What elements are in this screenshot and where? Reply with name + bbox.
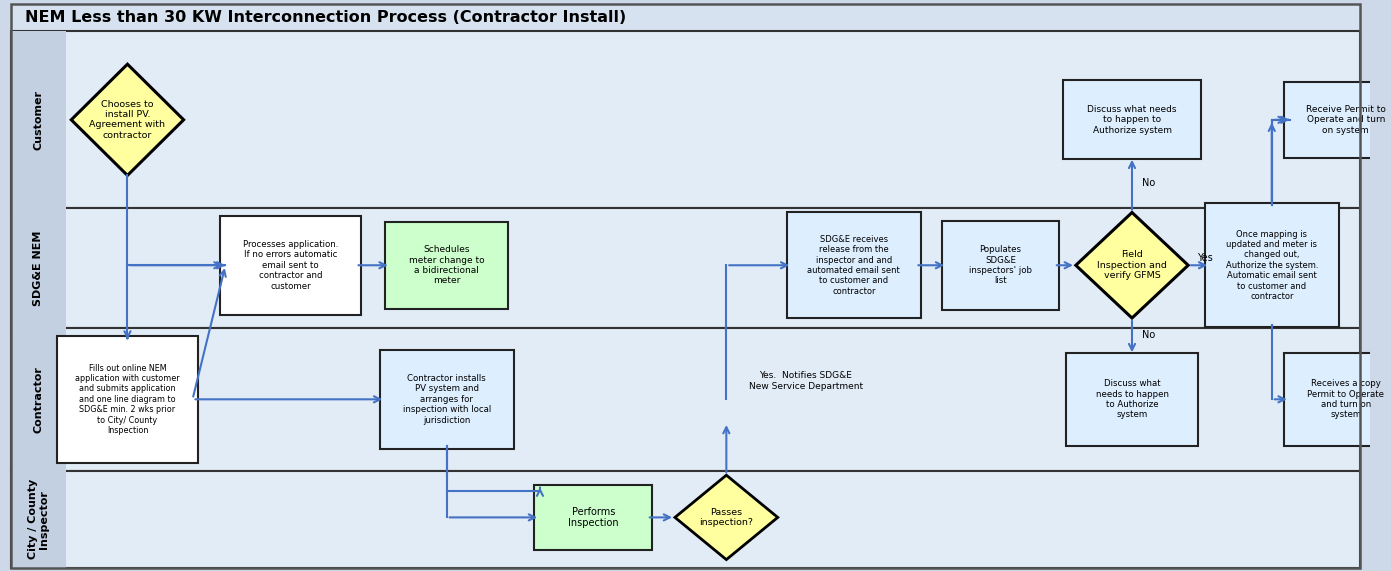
Text: Discuss what needs
to happen to
Authorize system: Discuss what needs to happen to Authoriz… <box>1088 105 1177 135</box>
Polygon shape <box>675 475 778 560</box>
Text: Discuss what
needs to happen
to Authorize
system: Discuss what needs to happen to Authoriz… <box>1096 379 1168 420</box>
Bar <box>11 208 65 328</box>
Text: Field
Inspection and
verify GFMS: Field Inspection and verify GFMS <box>1097 250 1167 280</box>
Text: Passes
inspection?: Passes inspection? <box>700 508 754 527</box>
Text: SDG&E receives
release from the
inspector and and
automated email sent
to custom: SDG&E receives release from the inspecto… <box>807 235 900 296</box>
Text: Once mapping is
updated and meter is
changed out,
Authorize the system.
Automati: Once mapping is updated and meter is cha… <box>1225 230 1319 301</box>
Polygon shape <box>71 64 184 175</box>
Bar <box>11 208 1359 328</box>
Text: Processes application.
If no errors automatic
email sent to
contractor and
custo: Processes application. If no errors auto… <box>243 240 338 291</box>
Bar <box>11 4 1359 31</box>
Text: Customer: Customer <box>33 90 43 150</box>
Bar <box>11 31 1359 41</box>
FancyBboxPatch shape <box>57 336 198 463</box>
Polygon shape <box>1075 212 1188 318</box>
Text: Fills out online NEM
application with customer
and submits application
and one l: Fills out online NEM application with cu… <box>75 364 179 435</box>
FancyBboxPatch shape <box>1284 82 1391 158</box>
FancyBboxPatch shape <box>1284 353 1391 446</box>
Text: Chooses to
install PV.
Agreement with
contractor: Chooses to install PV. Agreement with co… <box>89 100 166 140</box>
FancyBboxPatch shape <box>1205 203 1340 327</box>
Text: NEM Less than 30 KW Interconnection Process (Contractor Install): NEM Less than 30 KW Interconnection Proc… <box>25 10 626 25</box>
Text: No: No <box>1142 178 1155 187</box>
FancyBboxPatch shape <box>220 216 362 315</box>
Bar <box>11 471 1359 568</box>
FancyBboxPatch shape <box>942 221 1060 309</box>
Text: Receives a copy
Permit to Operate
and turn on
system: Receives a copy Permit to Operate and tu… <box>1308 379 1384 420</box>
Bar <box>11 471 65 568</box>
Bar <box>11 328 65 471</box>
Text: SDG&E NEM: SDG&E NEM <box>33 231 43 306</box>
Text: City / County
Inspector: City / County Inspector <box>28 479 49 559</box>
Bar <box>11 31 65 208</box>
Text: Receive Permit to
Operate and turn
on system: Receive Permit to Operate and turn on sy… <box>1306 105 1385 135</box>
Bar <box>11 31 1359 208</box>
Bar <box>11 328 1359 471</box>
FancyBboxPatch shape <box>380 350 513 449</box>
Text: Yes.  Notifies SDG&E
New Service Department: Yes. Notifies SDG&E New Service Departme… <box>748 371 862 391</box>
Text: No: No <box>1142 330 1155 340</box>
Text: Schedules
meter change to
a bidirectional
meter: Schedules meter change to a bidirectiona… <box>409 245 484 286</box>
FancyBboxPatch shape <box>385 222 509 309</box>
FancyBboxPatch shape <box>787 212 921 318</box>
Text: Yes: Yes <box>1196 254 1213 263</box>
FancyBboxPatch shape <box>1064 81 1200 159</box>
Text: Performs
Inspection: Performs Inspection <box>568 506 619 528</box>
FancyBboxPatch shape <box>534 485 652 550</box>
Text: Populates
SDG&E
inspectors' job
list: Populates SDG&E inspectors' job list <box>970 245 1032 286</box>
Text: Contractor: Contractor <box>33 366 43 433</box>
Text: Contractor installs
PV system and
arranges for
inspection with local
jurisdictio: Contractor installs PV system and arrang… <box>402 374 491 425</box>
FancyBboxPatch shape <box>1067 353 1198 446</box>
